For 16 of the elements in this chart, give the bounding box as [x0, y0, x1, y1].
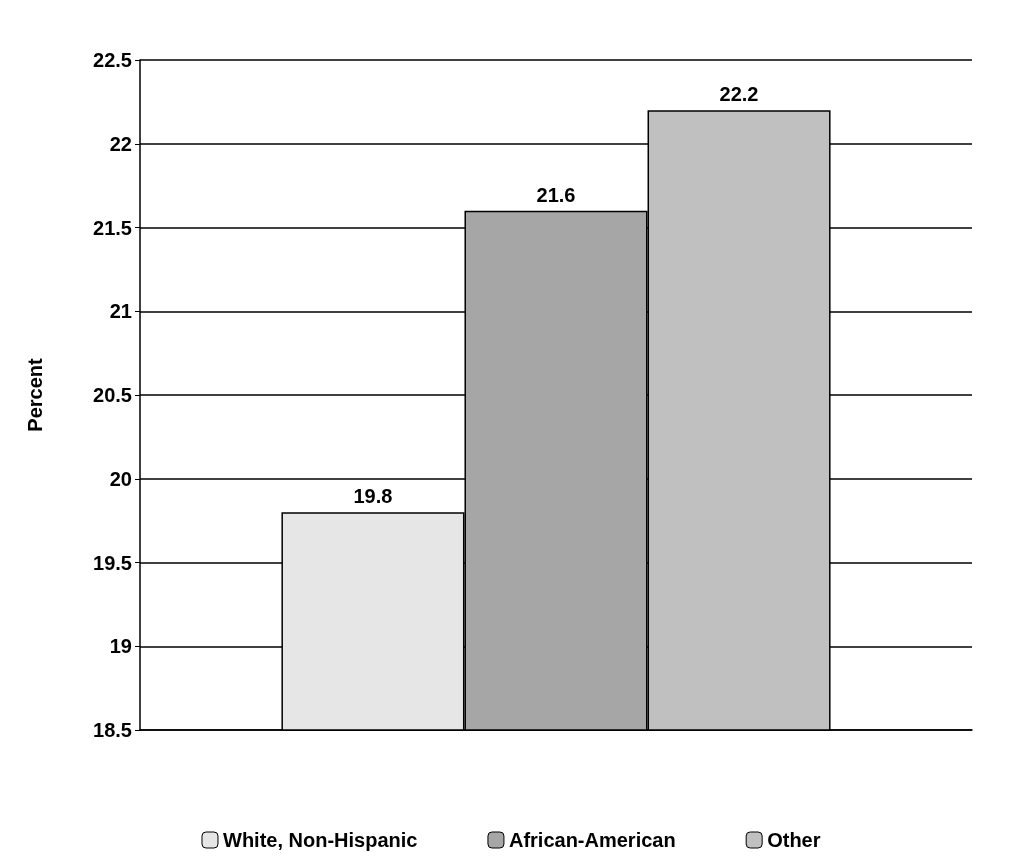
- y-tick-label: 21: [109, 300, 132, 323]
- y-tick-label: 18.5: [93, 719, 132, 741]
- legend-label: Other: [767, 829, 821, 851]
- y-tick-label: 19.5: [93, 551, 132, 574]
- legend-label: White, Non-Hispanic: [223, 829, 418, 851]
- data-label: 22.2: [719, 83, 759, 106]
- data-label: 21.6: [536, 183, 576, 206]
- data-label: 19.8: [353, 485, 393, 508]
- y-tick-label: 20.5: [93, 384, 132, 406]
- y-tick-label: 22: [109, 132, 132, 155]
- y-tick-label: 20: [109, 467, 132, 490]
- y-tick-label: 22.5: [93, 49, 132, 71]
- legend-label: African-American: [508, 829, 676, 851]
- y-tick-label: 21.5: [93, 216, 132, 239]
- y-tick-label: 19: [109, 635, 132, 658]
- y-axis-title: Percent: [24, 357, 46, 432]
